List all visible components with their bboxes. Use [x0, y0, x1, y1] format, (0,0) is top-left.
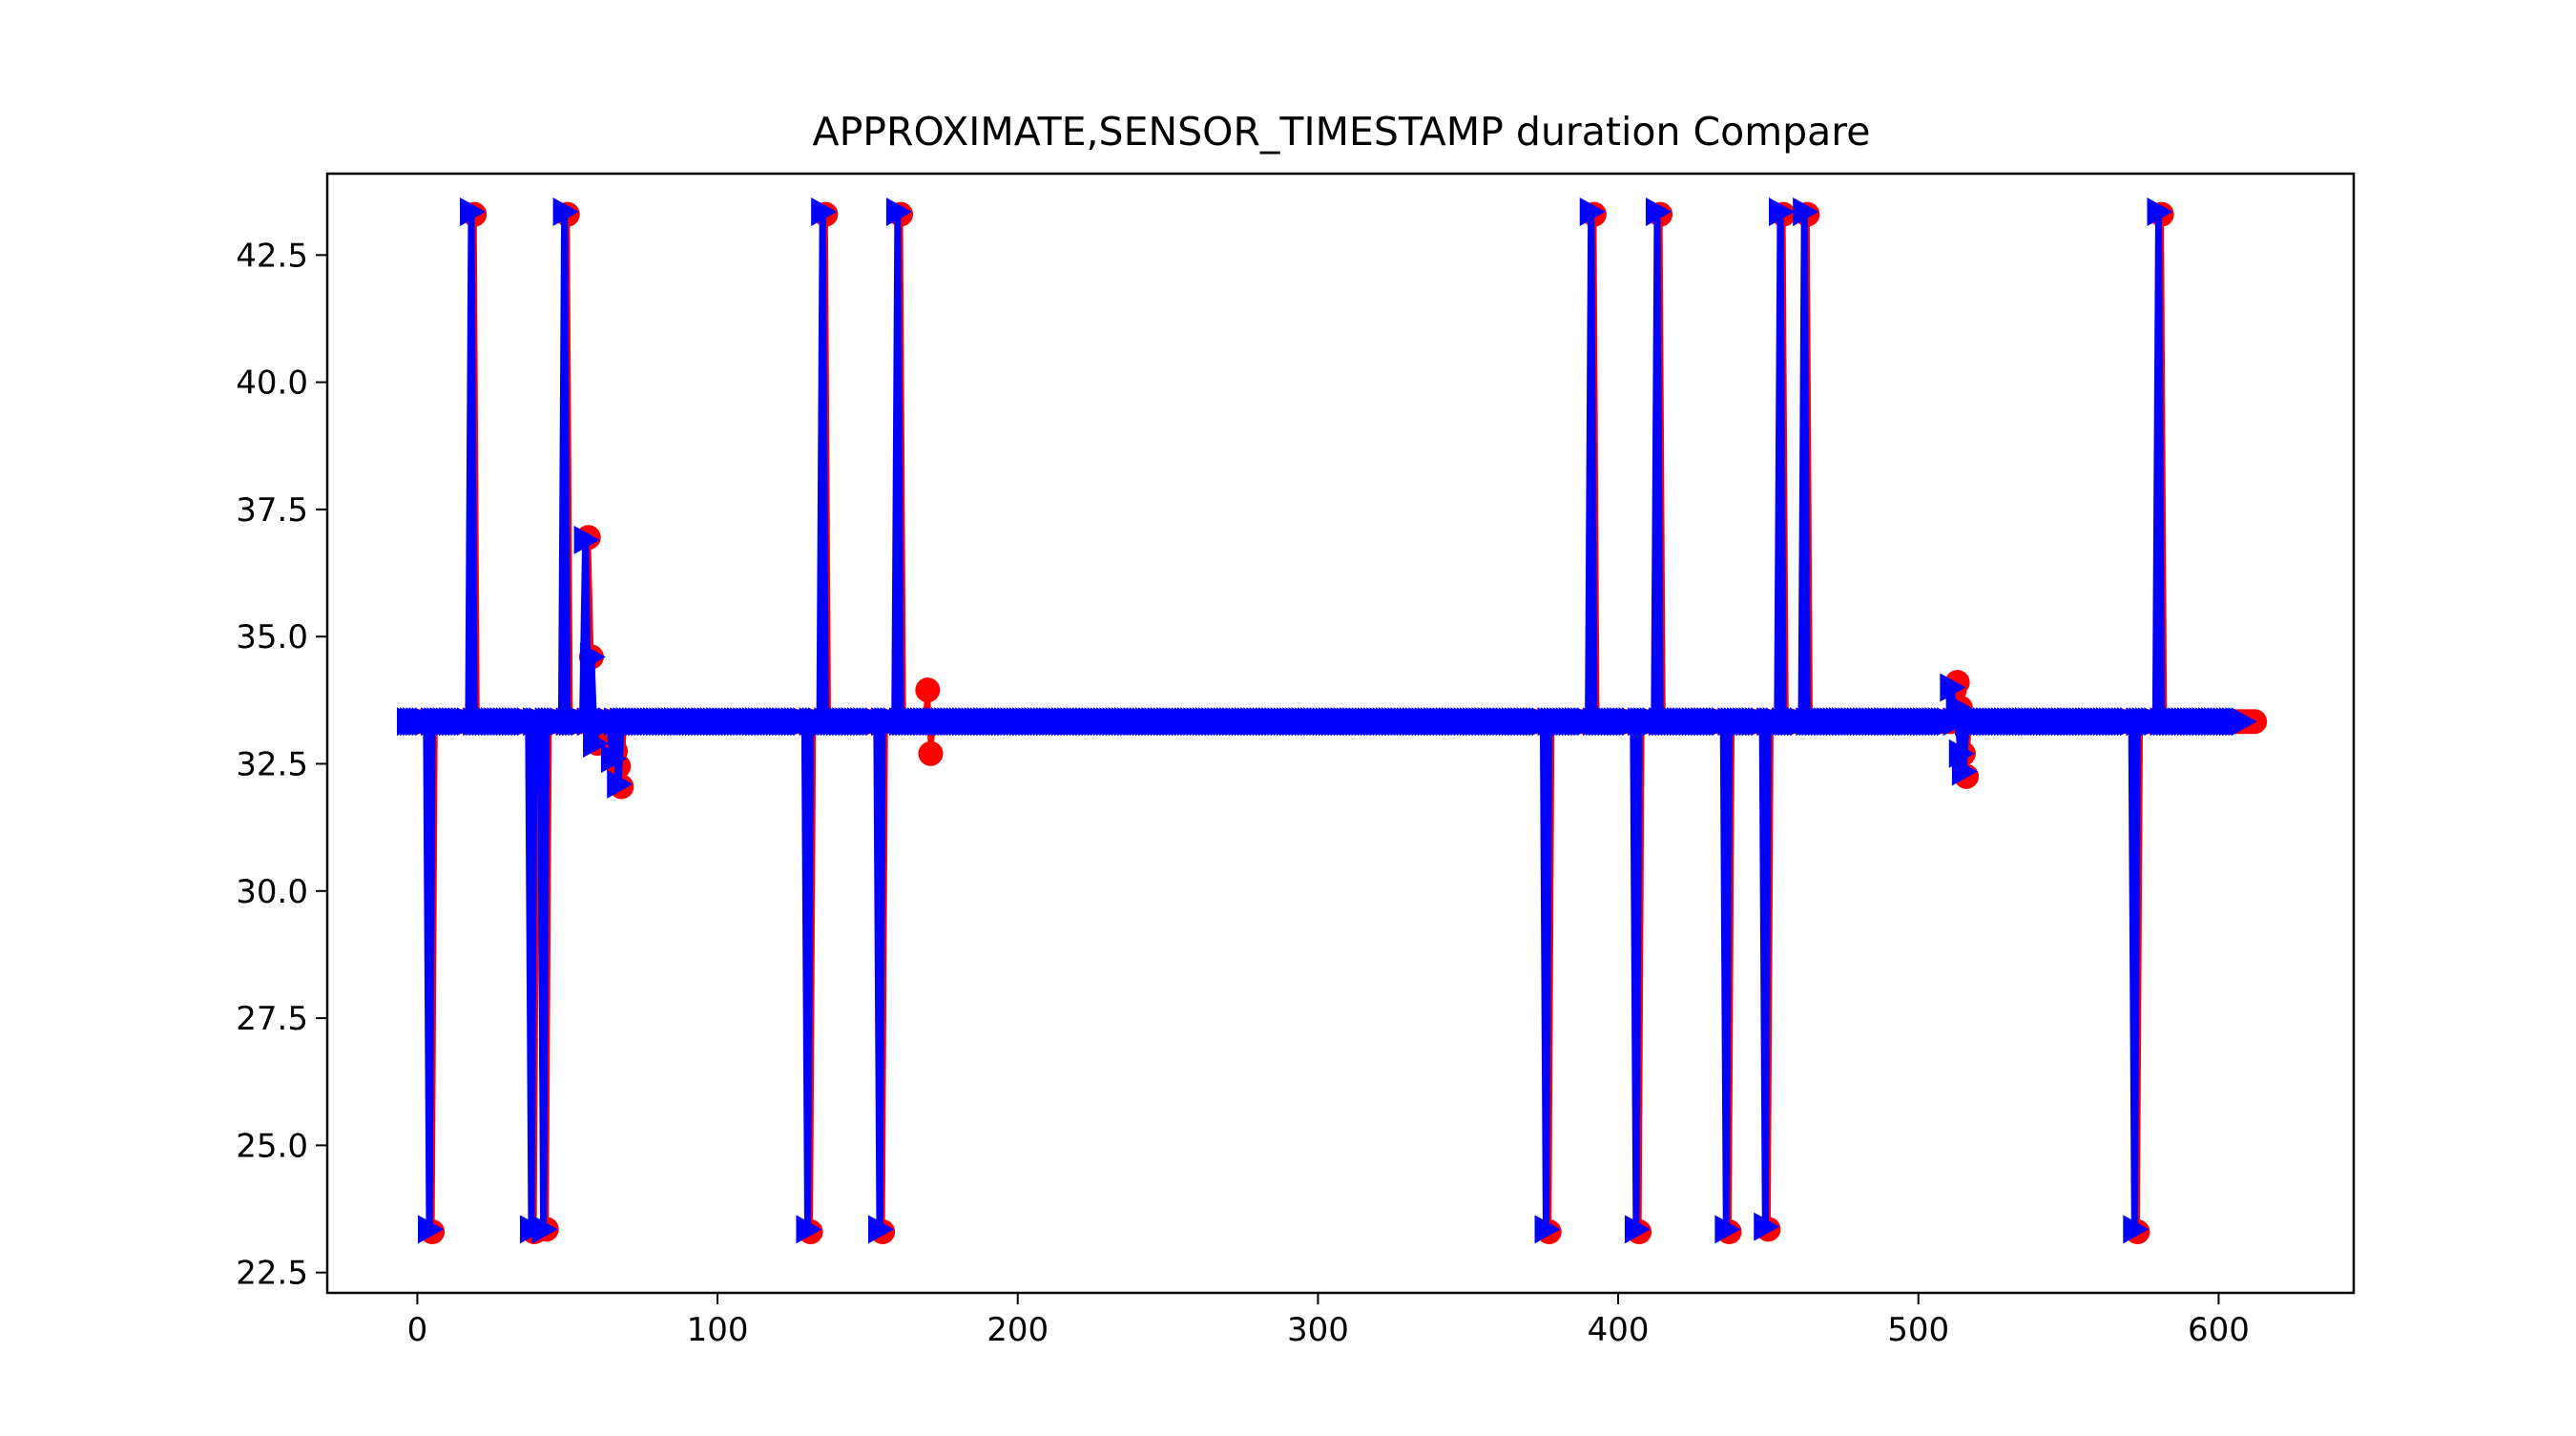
series-2-point — [2231, 707, 2257, 737]
series-2-point — [1714, 1215, 1741, 1244]
series-2-point — [796, 1215, 822, 1244]
series-2-point — [552, 197, 579, 226]
x-tick-label: 300 — [1287, 1311, 1349, 1349]
x-tick-label: 400 — [1588, 1311, 1650, 1349]
series-2-point — [1793, 197, 1819, 226]
x-tick-label: 500 — [1887, 1311, 1949, 1349]
y-tick-label: 30.0 — [236, 873, 308, 911]
y-tick-label: 35.0 — [236, 618, 308, 656]
series-1-point — [915, 677, 941, 703]
x-tick-label: 600 — [2188, 1311, 2250, 1349]
y-tick-label: 27.5 — [236, 1000, 308, 1038]
series-2-point — [531, 1215, 558, 1244]
x-tick-label: 0 — [407, 1311, 428, 1349]
series-2-point — [579, 642, 606, 672]
series-2-point — [2123, 1215, 2150, 1244]
axes-layer: 0 100 200 300 400 500 600 22.5 25.0 27.5 30.0 32.5 3… — [236, 237, 2250, 1349]
y-tick-label: 32.5 — [236, 745, 308, 783]
series-1-point — [918, 740, 944, 766]
series-2-point — [1754, 1212, 1780, 1241]
series-2-point — [583, 729, 610, 759]
y-tick-label: 25.0 — [236, 1127, 308, 1165]
series-2-point — [1645, 197, 1672, 226]
series-2-point — [2147, 197, 2173, 226]
chart-title: APPROXIMATE,SENSOR_TIMESTAMP duration Co… — [813, 109, 1871, 155]
x-tick-label: 100 — [687, 1311, 749, 1349]
series-2 — [396, 197, 2257, 1244]
y-tick-label: 22.5 — [236, 1255, 308, 1293]
y-tick-label: 40.0 — [236, 364, 308, 403]
plot-frame — [325, 172, 2356, 1295]
series-2-point — [1534, 1215, 1561, 1244]
series-layer — [396, 197, 2268, 1245]
series-2-point — [573, 525, 600, 554]
series-2-point — [867, 1215, 894, 1244]
series-2-point — [1624, 1215, 1651, 1244]
series-2-point — [1951, 757, 1978, 786]
series-2-point — [811, 197, 838, 226]
y-tick-label: 37.5 — [236, 491, 308, 530]
series-2-point — [460, 197, 487, 226]
series-2-point — [885, 197, 912, 226]
series-2-point — [1579, 197, 1606, 226]
y-tick-label: 42.5 — [236, 237, 308, 275]
series-2-point — [600, 744, 627, 774]
series-2-point — [417, 1215, 444, 1244]
series-2-point — [607, 769, 634, 799]
x-tick-label: 200 — [987, 1311, 1049, 1349]
series-2-point — [1768, 197, 1795, 226]
